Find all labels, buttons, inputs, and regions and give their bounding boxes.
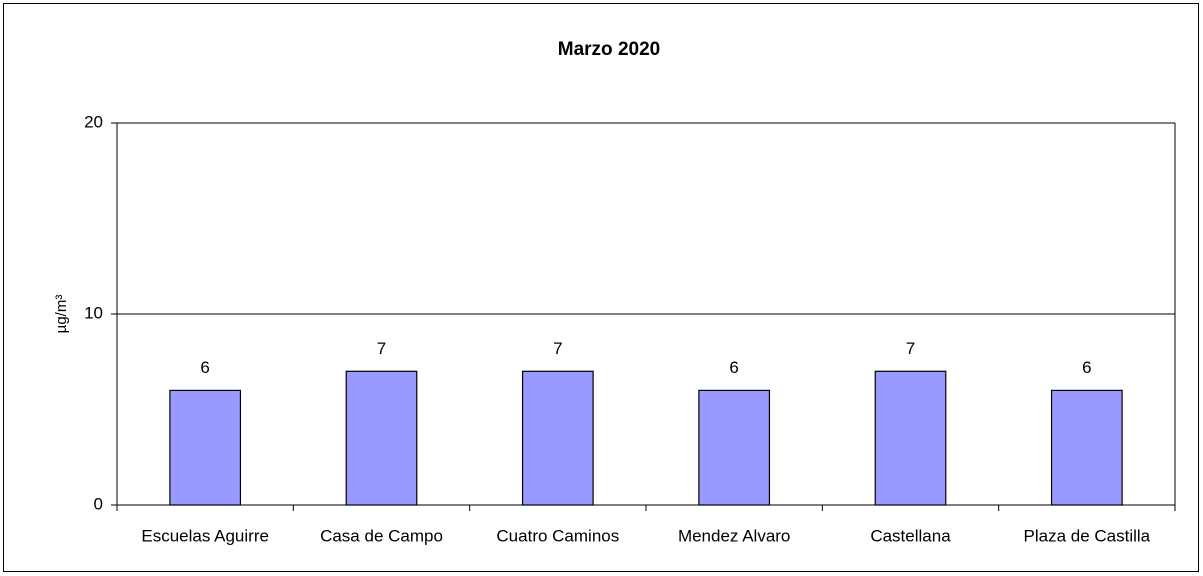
- data-label: 6: [729, 358, 738, 377]
- bar: [345, 370, 418, 506]
- y-tick-label: 10: [84, 303, 103, 322]
- data-label: 6: [1082, 358, 1091, 377]
- data-label: 6: [200, 358, 209, 377]
- x-tick-label: Escuelas Aguirre: [141, 526, 269, 545]
- y-axis-label: µg/m³: [53, 295, 70, 334]
- y-tick-label: 0: [94, 494, 103, 513]
- bar: [698, 389, 771, 506]
- x-tick-label: Cuatro Caminos: [496, 526, 619, 545]
- bar: [874, 370, 947, 506]
- bar: [521, 370, 594, 506]
- chart-title: Marzo 2020: [558, 39, 660, 60]
- x-tick-label: Castellana: [870, 526, 951, 545]
- data-label: 7: [906, 339, 915, 358]
- x-tick-label: Plaza de Castilla: [1024, 526, 1151, 545]
- data-label: 7: [377, 339, 386, 358]
- y-tick-label: 20: [84, 112, 103, 131]
- data-label: 7: [553, 339, 562, 358]
- bar: [169, 389, 242, 506]
- bar: [1050, 389, 1123, 506]
- x-tick-label: Casa de Campo: [320, 526, 443, 545]
- x-tick-label: Mendez Alvaro: [678, 526, 790, 545]
